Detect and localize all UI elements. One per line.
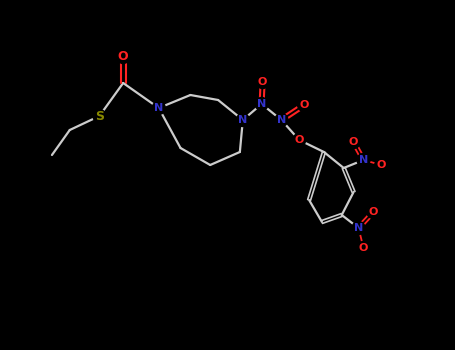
Text: O: O — [359, 243, 368, 253]
Text: N: N — [354, 223, 363, 233]
Text: O: O — [369, 207, 378, 217]
Circle shape — [255, 98, 268, 111]
Text: O: O — [294, 135, 304, 145]
Text: O: O — [258, 77, 267, 87]
Circle shape — [298, 98, 311, 112]
Circle shape — [375, 159, 388, 172]
Text: N: N — [238, 115, 248, 125]
Circle shape — [357, 241, 370, 254]
Circle shape — [347, 135, 360, 148]
Text: O: O — [299, 100, 309, 110]
Text: O: O — [349, 137, 358, 147]
Text: N: N — [154, 103, 163, 113]
Circle shape — [116, 50, 130, 63]
Circle shape — [93, 110, 106, 122]
Text: S: S — [95, 110, 104, 122]
Circle shape — [275, 113, 288, 126]
Text: O: O — [377, 160, 386, 170]
Text: N: N — [359, 155, 368, 165]
Text: N: N — [257, 99, 266, 109]
Circle shape — [357, 154, 370, 167]
Circle shape — [352, 222, 365, 235]
Circle shape — [367, 205, 380, 218]
Circle shape — [256, 76, 269, 89]
Circle shape — [152, 102, 165, 114]
Circle shape — [236, 113, 249, 126]
Circle shape — [293, 133, 306, 147]
Text: N: N — [277, 115, 286, 125]
Text: O: O — [118, 50, 128, 63]
